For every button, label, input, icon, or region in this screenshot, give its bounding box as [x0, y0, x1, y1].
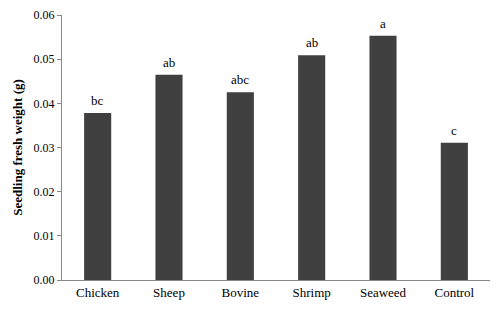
svg-text:abc: abc — [231, 72, 249, 87]
svg-text:ab: ab — [306, 35, 318, 50]
svg-text:Shrimp: Shrimp — [293, 285, 331, 300]
svg-text:ab: ab — [163, 55, 175, 70]
svg-text:0.00: 0.00 — [34, 273, 55, 287]
svg-text:0.01: 0.01 — [34, 229, 55, 243]
svg-text:Chicken: Chicken — [76, 285, 120, 300]
svg-text:0.02: 0.02 — [34, 185, 55, 199]
svg-text:Seaweed: Seaweed — [360, 285, 407, 300]
svg-text:0.03: 0.03 — [34, 141, 55, 155]
svg-text:Seedling fresh weight (g): Seedling fresh weight (g) — [10, 79, 25, 216]
svg-text:bc: bc — [91, 93, 104, 108]
svg-text:0.05: 0.05 — [34, 52, 55, 66]
svg-text:c: c — [451, 123, 457, 138]
svg-text:Control: Control — [434, 285, 474, 300]
svg-text:0.06: 0.06 — [34, 8, 55, 22]
svg-text:Sheep: Sheep — [153, 285, 185, 300]
svg-text:a: a — [380, 16, 386, 31]
svg-text:0.04: 0.04 — [34, 97, 55, 111]
svg-text:Bovine: Bovine — [222, 285, 260, 300]
